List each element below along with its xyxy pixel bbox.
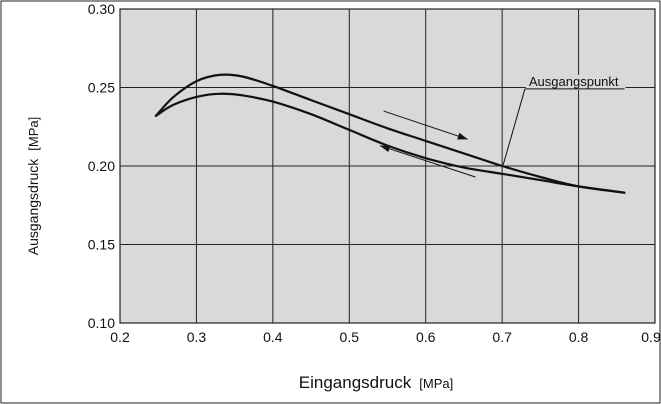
x-tick-label: 0.6 [416,329,436,345]
y-axis-label: Ausgangsdruck [25,158,41,256]
x-tick-label: 0.7 [492,329,512,345]
x-tick-label: 0.2 [110,329,130,345]
arrow-decreasing [379,145,476,178]
y-tick-label: 0.20 [88,158,115,174]
x-tick-label: 0.4 [263,329,283,345]
x-axis-unit: [MPa] [419,376,453,391]
y-tick-label: 0.25 [88,80,115,96]
x-axis-title: Eingangsdruck [MPa] [299,373,453,392]
annotations: Ausgangspunkt [502,74,626,166]
annotation-ausgangspunkt: Ausgangspunkt [502,74,626,166]
x-tick-label: 0.3 [187,329,207,345]
x-tick-label: 0.9 [641,329,661,345]
y-tick-labels: 0.10 0.15 0.20 0.25 0.30 [88,1,115,331]
y-tick-label: 0.10 [88,315,115,331]
annotation-label: Ausgangspunkt [529,74,619,89]
y-tick-label: 0.15 [88,237,115,253]
x-axis-label: Eingangsdruck [299,373,412,392]
x-tick-labels: 0.2 0.3 0.4 0.5 0.6 0.7 0.8 0.9 [110,329,661,345]
plot-border [119,8,656,324]
annotation-leader [502,88,526,166]
series-line-lower [154,92,626,194]
y-tick-label: 0.30 [88,1,115,17]
series-group [154,73,626,194]
x-tick-label: 0.8 [569,329,589,345]
y-axis-title: Ausgangsdruck [MPa] [25,117,41,255]
x-tick-label: 0.5 [340,329,360,345]
series-line-upper [154,73,626,194]
arrow-increasing [383,110,468,140]
direction-arrows [379,110,476,178]
y-axis-unit: [MPa] [26,117,41,151]
